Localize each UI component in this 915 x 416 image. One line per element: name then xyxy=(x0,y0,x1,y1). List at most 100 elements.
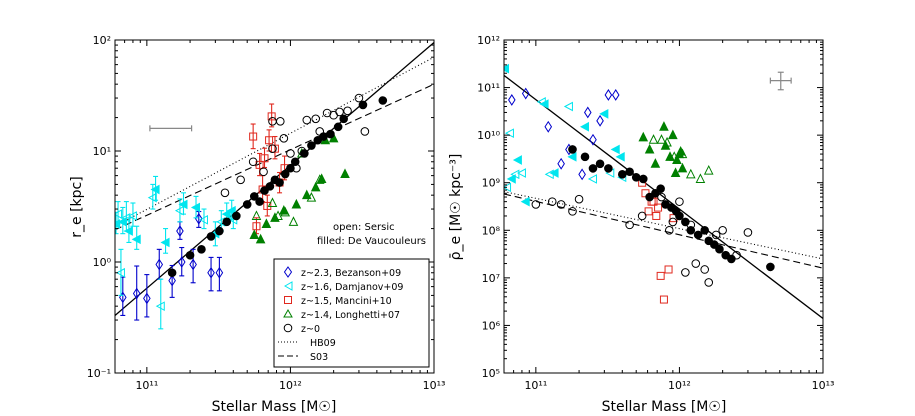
data-point-circle xyxy=(700,265,710,274)
data-point-triangle-up xyxy=(675,146,686,156)
x-tick-label: 10¹³ xyxy=(812,379,835,392)
data-point-circle xyxy=(302,115,312,125)
data-point-circle xyxy=(556,200,566,209)
data-point-square xyxy=(267,112,276,121)
left-ticks: 10¹¹ 10¹² 10¹³ 10⁻¹ 10⁰ 10¹ 10² xyxy=(87,34,446,392)
y-tick-label: 10⁻¹ xyxy=(87,367,111,380)
data-point-triangle-up xyxy=(270,212,280,222)
data-point-square xyxy=(249,132,258,141)
data-point-circle xyxy=(604,164,613,173)
y-tick-label: 10⁹ xyxy=(482,177,500,190)
data-point-triangle-left xyxy=(150,184,160,195)
y-tick-label: 10² xyxy=(93,34,111,47)
data-point-triangle-up xyxy=(255,233,266,244)
data-point-diamond xyxy=(611,89,620,101)
data-point-circle xyxy=(268,117,277,126)
data-point-circle xyxy=(360,127,370,136)
data-point-diamond xyxy=(521,87,530,100)
data-point-circle xyxy=(242,200,252,209)
data-point-circle xyxy=(220,188,230,198)
right-y-axis-label: ρ̄_e [M☉ kpc⁻³] xyxy=(448,154,464,261)
data-point-triangle-up xyxy=(703,164,714,175)
data-point-circle xyxy=(354,93,364,103)
data-point-triangle-left xyxy=(506,174,516,184)
legend-marker-diamond xyxy=(283,266,293,278)
data-point-circle xyxy=(343,106,352,116)
data-point-circle xyxy=(727,254,736,264)
data-point-diamond xyxy=(177,256,186,268)
data-point-circle xyxy=(711,230,721,240)
data-point-circle xyxy=(547,197,557,206)
data-point-circle xyxy=(259,167,268,177)
data-point-circle xyxy=(766,262,775,272)
x-tick-label: 10¹² xyxy=(668,379,691,392)
left-scatter-marks xyxy=(115,93,388,330)
data-point-circle xyxy=(333,122,343,132)
data-point-triangle-left xyxy=(512,155,522,165)
data-point-circle xyxy=(568,207,577,216)
data-point-triangle-up xyxy=(648,134,659,144)
legend-label: S03 xyxy=(310,352,328,363)
data-point-circle xyxy=(286,149,295,158)
data-point-circle xyxy=(656,184,665,193)
y-tick-label: 10⁵ xyxy=(482,367,500,380)
data-point-triangle-left xyxy=(226,205,236,216)
x-tick-label: 10¹² xyxy=(279,379,302,392)
data-point-triangle-up xyxy=(301,189,312,200)
data-point-circle xyxy=(668,217,678,227)
data-point-square xyxy=(664,265,673,274)
data-point-square xyxy=(659,295,668,304)
legend-entry: z~1.5, Mancini+10 xyxy=(284,296,392,307)
data-point-diamond xyxy=(544,120,553,133)
left-panel: 10¹¹ 10¹² 10¹³ 10⁻¹ 10⁰ 10¹ 10² open: Sersic f… xyxy=(69,34,445,415)
data-point-triangle-up xyxy=(659,121,669,131)
data-point-circle xyxy=(185,250,195,260)
data-point-triangle-up xyxy=(251,210,262,220)
data-point-diamond xyxy=(604,89,613,101)
data-point-circle xyxy=(625,220,634,230)
data-point-circle xyxy=(279,134,289,143)
data-point-square xyxy=(252,222,261,231)
right-scatter-marks xyxy=(504,63,775,304)
data-point-circle xyxy=(686,225,696,235)
data-point-triangle-up xyxy=(668,129,678,140)
data-point-diamond xyxy=(189,258,197,271)
data-point-triangle-up xyxy=(267,197,278,208)
data-point-circle xyxy=(617,170,627,179)
legend-entry: z~1.6, Damjanov+09 xyxy=(283,281,403,293)
legend-entry: z~0 xyxy=(283,323,320,335)
data-point-triangle-left xyxy=(567,151,577,162)
data-point-circle xyxy=(358,100,368,110)
y-tick-label: 10⁰ xyxy=(93,256,112,269)
data-point-triangle-up xyxy=(670,167,681,178)
data-point-square xyxy=(265,136,274,145)
data-point-diamond xyxy=(176,225,184,237)
data-point-circle xyxy=(580,152,590,162)
data-point-circle xyxy=(681,217,690,227)
y-tick-label: 10¹¹ xyxy=(477,82,500,95)
legend-marker-tri-up xyxy=(283,308,293,318)
data-point-circle xyxy=(236,175,245,185)
left-y-axis-label: r_e [kpc] xyxy=(69,176,85,237)
left-x-axis-label: Stellar Mass [M☉] xyxy=(212,399,337,415)
right-fit-lines xyxy=(504,74,823,319)
chart-line-fit xyxy=(504,74,823,319)
data-point-triangle-up xyxy=(685,168,696,179)
data-point-circle xyxy=(248,157,258,167)
data-point-triangle-up xyxy=(249,229,260,240)
data-point-circle xyxy=(574,194,584,204)
data-point-triangle-up xyxy=(310,181,321,192)
data-point-square xyxy=(260,154,269,163)
legend-marker-square xyxy=(284,296,292,304)
data-point-circle xyxy=(268,144,277,153)
data-point-circle xyxy=(335,107,344,117)
x-tick-label: 10¹¹ xyxy=(135,379,158,392)
data-point-circle xyxy=(588,164,598,173)
data-point-circle xyxy=(275,117,285,126)
data-point-circle xyxy=(693,230,703,240)
data-point-circle xyxy=(311,114,321,124)
data-point-circle xyxy=(275,178,284,187)
data-point-triangle-left xyxy=(123,226,133,236)
data-point-triangle-up xyxy=(261,218,272,228)
data-point-triangle-left xyxy=(131,234,141,245)
